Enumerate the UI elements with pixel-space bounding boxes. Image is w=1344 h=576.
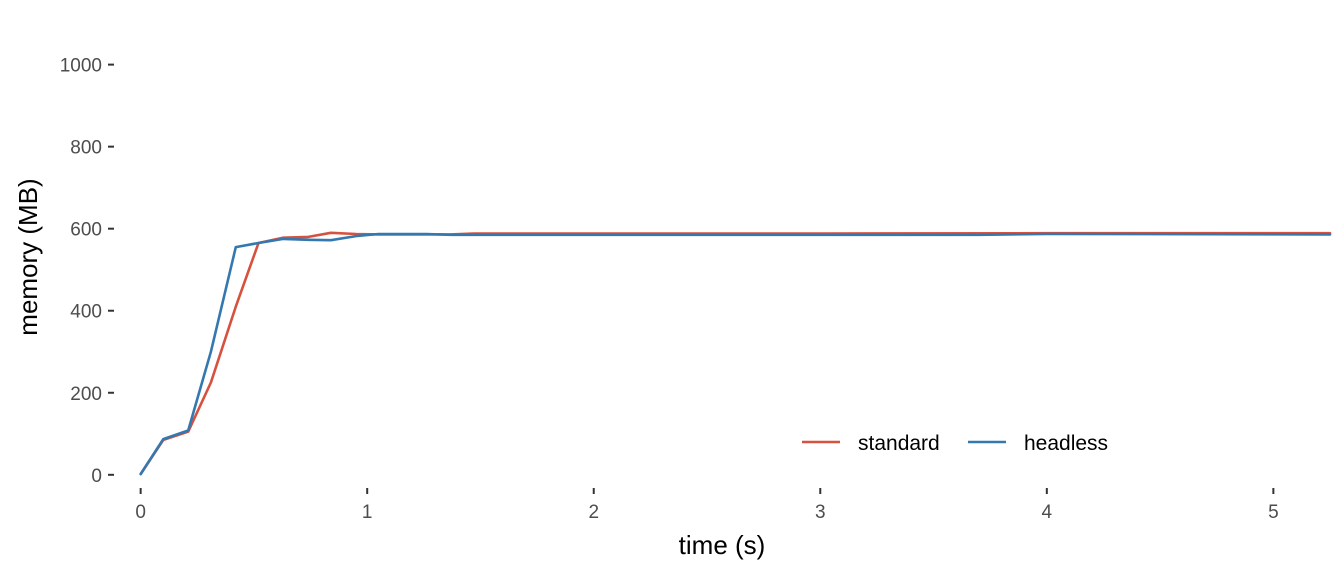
legend: standard headless — [802, 432, 1108, 455]
x-axis: 0 1 2 3 4 5 — [135, 488, 1279, 523]
y-tick-label: 0 — [91, 466, 102, 487]
series-line-headless — [139, 232, 1332, 476]
series-line-standard — [139, 231, 1332, 476]
x-axis-title: time (s) — [679, 530, 766, 560]
y-tick-label: 1000 — [60, 56, 102, 77]
y-axis: 0 200 400 600 800 1000 — [60, 56, 114, 487]
x-tick-label: 3 — [815, 502, 826, 523]
y-tick-label: 400 — [70, 302, 102, 323]
x-tick-label: 1 — [362, 502, 373, 523]
y-tick-label: 600 — [70, 220, 102, 241]
y-tick-label: 200 — [70, 384, 102, 405]
x-tick-label: 0 — [135, 502, 146, 523]
x-tick-label: 2 — [588, 502, 599, 523]
legend-label-headless: headless — [1024, 432, 1108, 455]
plot-lines — [139, 231, 1332, 476]
y-tick-label: 800 — [70, 138, 102, 159]
x-tick-label: 4 — [1042, 502, 1053, 523]
x-tick-label: 5 — [1268, 502, 1279, 523]
y-axis-title: memory (MB) — [13, 178, 43, 335]
legend-label-standard: standard — [858, 432, 940, 455]
